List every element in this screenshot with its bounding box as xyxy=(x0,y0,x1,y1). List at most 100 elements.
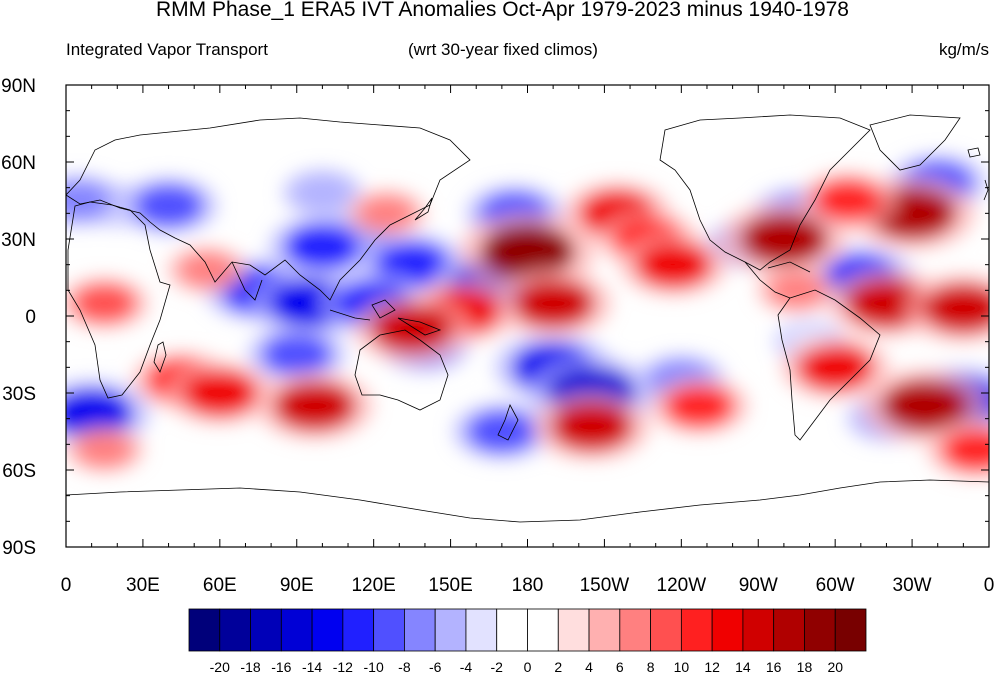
positive-anomaly-cell xyxy=(551,402,632,450)
positive-anomaly-cell xyxy=(813,180,882,221)
colorbar-labels: -20 -18 -16 -14 -12 -10 -8 -6 -4 -2 0 2 4 6 8 10 12 14 16 1… xyxy=(210,659,844,675)
colorbar-swatch xyxy=(834,608,867,652)
colorbar-swatch xyxy=(311,608,344,652)
positive-anomaly-cell xyxy=(636,242,711,287)
lon-tick-label: 120W xyxy=(657,575,707,596)
lon-tick-label: 90W xyxy=(739,575,778,596)
colorbar-tick-label: -14 xyxy=(302,659,322,675)
colorbar-tick-label: -20 xyxy=(210,659,230,675)
colorbar-tick-label: 10 xyxy=(674,659,690,675)
colorbar-swatch xyxy=(404,608,436,652)
units-label: kg/m/s xyxy=(938,40,989,59)
negative-anomaly-cell xyxy=(285,224,360,269)
colorbar-swatch xyxy=(434,608,467,652)
colorbar-swatch xyxy=(373,608,405,652)
colorbar-swatch xyxy=(773,608,805,652)
colorbar-tick-label: 20 xyxy=(827,659,843,675)
colorbar-swatch xyxy=(342,608,375,652)
colorbar-tick-label: 2 xyxy=(554,659,562,675)
variable-label: Integrated Vapor Transport xyxy=(66,40,268,59)
lat-tick-label: 60S xyxy=(2,461,36,482)
colorbar-swatch xyxy=(588,608,621,652)
positive-anomaly-cell xyxy=(179,253,235,287)
colorbar-tick-label: -4 xyxy=(460,659,473,675)
lat-tick-label: 90N xyxy=(1,76,36,97)
lat-tick-label: 90S xyxy=(2,538,36,559)
lon-tick-label: 150E xyxy=(428,575,472,596)
axis-ticks xyxy=(65,84,990,548)
colorbar-swatch xyxy=(496,608,528,652)
colorbar-tick-label: -10 xyxy=(364,659,384,675)
lon-tick-label: 150W xyxy=(580,575,630,596)
lon-tick-label: 0 xyxy=(984,575,995,596)
lat-tick-label: 0 xyxy=(25,307,36,328)
positive-anomaly-cell xyxy=(182,371,258,415)
negative-anomaly-cell xyxy=(66,389,133,438)
colorbar-tick-label: -18 xyxy=(240,659,260,675)
colorbar-swatch xyxy=(742,608,775,652)
negative-anomaly-cell xyxy=(467,411,536,452)
colorbar-tick-label: 4 xyxy=(585,659,593,675)
positive-anomaly-cell xyxy=(665,385,734,426)
colorbar-swatch xyxy=(557,608,590,652)
lon-tick-label: 30E xyxy=(126,575,160,596)
lat-tick-label: 30N xyxy=(1,230,36,251)
negative-anomaly-cell xyxy=(66,182,110,219)
colorbar-tick-label: -12 xyxy=(333,659,353,675)
lon-tick-label: 60W xyxy=(816,575,855,596)
positive-anomaly-cell xyxy=(480,224,575,280)
colorbar-swatch xyxy=(188,608,221,652)
positive-anomaly-cell xyxy=(797,345,873,390)
colorbar-swatch xyxy=(465,608,498,652)
colorbar-swatch xyxy=(527,608,559,652)
positive-anomaly-cell xyxy=(881,380,969,432)
climatology-note: (wrt 30-year fixed climos) xyxy=(408,40,598,59)
colorbar-tick-label: 14 xyxy=(735,659,751,675)
positive-anomaly-cell xyxy=(740,213,828,265)
colorbar-tick-label: 0 xyxy=(524,659,532,675)
positive-anomaly-cell xyxy=(76,433,133,466)
positive-anomaly-cell xyxy=(358,196,415,230)
negative-anomaly-cell xyxy=(262,334,331,375)
positive-anomaly-cell xyxy=(371,305,453,353)
colorbar-tick-label: -2 xyxy=(491,659,504,675)
lon-tick-label: 180 xyxy=(512,575,544,596)
lon-tick-label: 120E xyxy=(351,575,395,596)
positive-anomaly-cell xyxy=(922,284,989,332)
lat-tick-label: 30S xyxy=(2,384,36,405)
positive-anomaly-cell xyxy=(942,429,989,470)
ivt-anomaly-field xyxy=(66,153,989,479)
colorbar-swatch xyxy=(619,608,651,652)
colorbar-tick-label: -8 xyxy=(398,659,411,675)
lat-tick-label: 60N xyxy=(1,153,36,174)
colorbar-tick-label: 18 xyxy=(797,659,813,675)
colorbar-swatch xyxy=(250,608,282,652)
colorbar-tick-label: 6 xyxy=(616,659,624,675)
colorbar-tick-label: -16 xyxy=(271,659,291,675)
coastlines xyxy=(66,114,989,523)
positive-anomaly-cell xyxy=(769,273,825,307)
colorbar-tick-label: 16 xyxy=(766,659,782,675)
colorbar-tick-label: 12 xyxy=(704,659,720,675)
negative-anomaly-cell xyxy=(134,185,203,226)
map-title: RMM Phase_1 ERA5 IVT Anomalies Oct-Apr 1… xyxy=(156,0,849,21)
positive-anomaly-cell xyxy=(73,284,136,322)
latitude-labels: 90N 60N 30N 0 30S 60S 90S xyxy=(1,76,36,559)
colorbar xyxy=(188,608,867,652)
colorbar-swatch xyxy=(804,608,836,652)
lon-tick-label: 90E xyxy=(280,575,314,596)
colorbar-swatch xyxy=(280,608,313,652)
colorbar-swatch xyxy=(219,608,251,652)
longitude-labels: 0 30E 60E 90E 120E 150E 180 150W 120W 90W 60W 30W 0 xyxy=(61,575,995,596)
colorbar-tick-label: 8 xyxy=(647,659,655,675)
colorbar-swatch xyxy=(711,608,744,652)
lon-tick-label: 60E xyxy=(203,575,237,596)
colorbar-swatch xyxy=(650,608,682,652)
colorbar-tick-label: -6 xyxy=(429,659,442,675)
positive-anomaly-cell xyxy=(274,382,356,430)
negative-anomaly-cell xyxy=(294,176,350,210)
lon-tick-label: 0 xyxy=(61,575,72,596)
lon-tick-label: 30W xyxy=(893,575,932,596)
positive-anomaly-cell xyxy=(512,279,594,327)
